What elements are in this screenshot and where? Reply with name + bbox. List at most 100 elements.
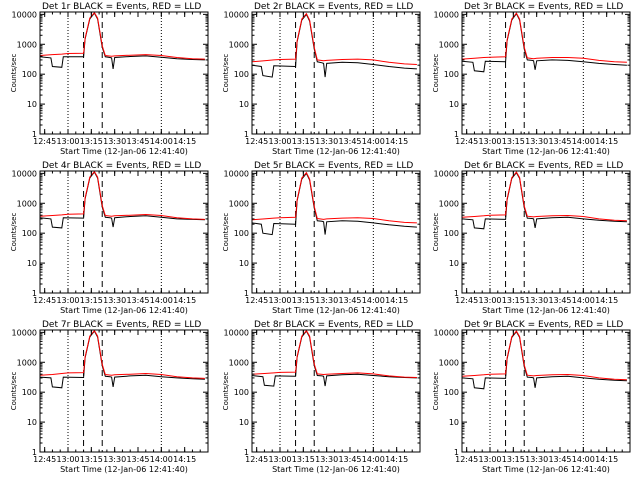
y-tick-label: 100	[22, 70, 37, 79]
y-axis-label: Counts/sec	[222, 213, 230, 252]
x-tick-label: 12:45	[245, 455, 268, 464]
x-tick-label: 12:45	[33, 137, 56, 146]
x-axis-label: Start Time (12-Jan-06 12:41:40)	[272, 306, 400, 315]
plot-frame	[39, 170, 209, 294]
plot-frame	[461, 329, 631, 453]
panel-title: Det 7r BLACK = Events, RED = LLD	[42, 320, 201, 330]
y-tick-label: 100	[22, 229, 37, 238]
y-tick-label: 100	[444, 70, 459, 79]
y-tick-label: 10000	[12, 10, 37, 19]
x-tick-label: 14:00	[362, 455, 385, 464]
x-tick-label: 13:15	[292, 455, 315, 464]
y-tick-label: 1000	[17, 358, 37, 367]
x-tick-label: 12:45	[33, 455, 56, 464]
x-tick-label: 13:30	[525, 296, 548, 305]
y-tick-label: 10	[239, 259, 249, 268]
panel-title: Det 3r BLACK = Events, RED = LLD	[464, 2, 623, 12]
x-tick-label: 14:00	[572, 296, 595, 305]
x-tick-label: 13:00	[268, 296, 291, 305]
events-series-line	[461, 171, 627, 230]
y-tick-label: 100	[234, 229, 249, 238]
x-tick-label: 13:15	[502, 137, 525, 146]
x-tick-label: 14:15	[595, 455, 618, 464]
lld-series-line	[39, 329, 205, 379]
y-tick-label: 10000	[434, 169, 459, 178]
x-tick-label: 13:00	[56, 455, 79, 464]
x-axis-label: Start Time (12-Jan-06 12:41:40)	[60, 147, 188, 156]
x-tick-label: 14:15	[173, 296, 196, 305]
y-tick-label: 10	[27, 418, 37, 427]
y-tick-label: 10	[27, 259, 37, 268]
plot-frame	[251, 11, 421, 135]
x-tick-label: 13:15	[502, 296, 525, 305]
events-series-line	[251, 330, 417, 387]
lld-series-line	[461, 12, 627, 63]
x-tick-label: 13:00	[478, 296, 501, 305]
x-tick-label: 13:15	[80, 296, 103, 305]
x-tick-label: 13:45	[338, 455, 361, 464]
y-tick-label: 1	[244, 448, 249, 457]
x-axis-label: Start Time (12-Jan-06 12:41:40)	[482, 147, 610, 156]
x-axis-label: Start Time (12-Jan-06 12:41:40)	[482, 306, 610, 315]
detector-panel: Det 7r BLACK = Events, RED = LLD 1 10 100 10…	[10, 320, 209, 474]
x-axis-label: Start Time (12-Jan-06 12:41:40)	[60, 465, 188, 474]
y-tick-label: 1	[454, 448, 459, 457]
x-tick-label: 13:45	[126, 137, 149, 146]
x-tick-label: 12:45	[455, 296, 478, 305]
detector-panel: Det 2r BLACK = Events, RED = LLD 1 10 100 10…	[222, 2, 421, 156]
panel-title: Det 5r BLACK = Events, RED = LLD	[254, 161, 413, 171]
x-tick-label: 12:45	[245, 137, 268, 146]
y-axis-label: Counts/sec	[10, 213, 18, 252]
y-tick-label: 1	[454, 130, 459, 139]
x-tick-label: 14:15	[595, 296, 618, 305]
x-tick-label: 13:30	[315, 137, 338, 146]
x-tick-label: 14:00	[362, 296, 385, 305]
x-tick-label: 13:15	[292, 137, 315, 146]
x-tick-label: 14:15	[385, 455, 408, 464]
x-tick-label: 13:45	[548, 296, 571, 305]
plot-frame	[251, 329, 421, 453]
y-axis-label: Counts/sec	[432, 372, 440, 411]
y-axis-label: Counts/sec	[222, 54, 230, 93]
y-axis-label: Counts/sec	[10, 372, 18, 411]
y-tick-label: 1000	[17, 199, 37, 208]
plot-frame	[251, 170, 421, 294]
lld-series-line	[251, 329, 417, 378]
x-tick-label: 13:30	[315, 296, 338, 305]
lld-series-line	[39, 11, 205, 60]
y-tick-label: 10000	[224, 169, 249, 178]
y-tick-label: 1	[244, 130, 249, 139]
x-tick-label: 13:15	[292, 296, 315, 305]
x-tick-label: 14:00	[150, 455, 173, 464]
y-tick-label: 100	[234, 388, 249, 397]
x-tick-label: 13:00	[56, 137, 79, 146]
x-tick-label: 14:00	[572, 137, 595, 146]
events-series-line	[461, 12, 627, 73]
y-tick-label: 100	[444, 388, 459, 397]
lld-series-line	[251, 12, 417, 65]
x-axis-label: Start Time (12-Jan-06 12:41:40)	[482, 465, 610, 474]
events-series-line	[461, 330, 627, 390]
plot-frame	[39, 11, 209, 135]
x-tick-label: 14:15	[173, 137, 196, 146]
x-tick-label: 13:30	[525, 137, 548, 146]
panel-title: Det 1r BLACK = Events, RED = LLD	[42, 2, 201, 12]
x-tick-label: 13:00	[56, 296, 79, 305]
events-series-line	[39, 330, 205, 389]
y-tick-label: 10000	[12, 169, 37, 178]
x-axis-label: Start Time (12-Jan-06 12:41:40)	[272, 465, 400, 474]
x-tick-label: 13:00	[478, 455, 501, 464]
y-axis-label: Counts/sec	[222, 372, 230, 411]
x-tick-label: 13:30	[103, 455, 126, 464]
x-tick-label: 14:15	[595, 137, 618, 146]
y-tick-label: 10000	[12, 328, 37, 337]
panel-title: Det 6r BLACK = Events, RED = LLD	[464, 161, 623, 171]
x-tick-label: 14:00	[150, 137, 173, 146]
panel-title: Det 2r BLACK = Events, RED = LLD	[254, 2, 413, 12]
y-tick-label: 10000	[434, 10, 459, 19]
y-tick-label: 100	[234, 70, 249, 79]
x-tick-label: 13:30	[103, 296, 126, 305]
x-tick-label: 13:45	[126, 455, 149, 464]
y-tick-label: 1	[454, 289, 459, 298]
x-axis-label: Start Time (12-Jan-06 12:41:40)	[60, 306, 188, 315]
